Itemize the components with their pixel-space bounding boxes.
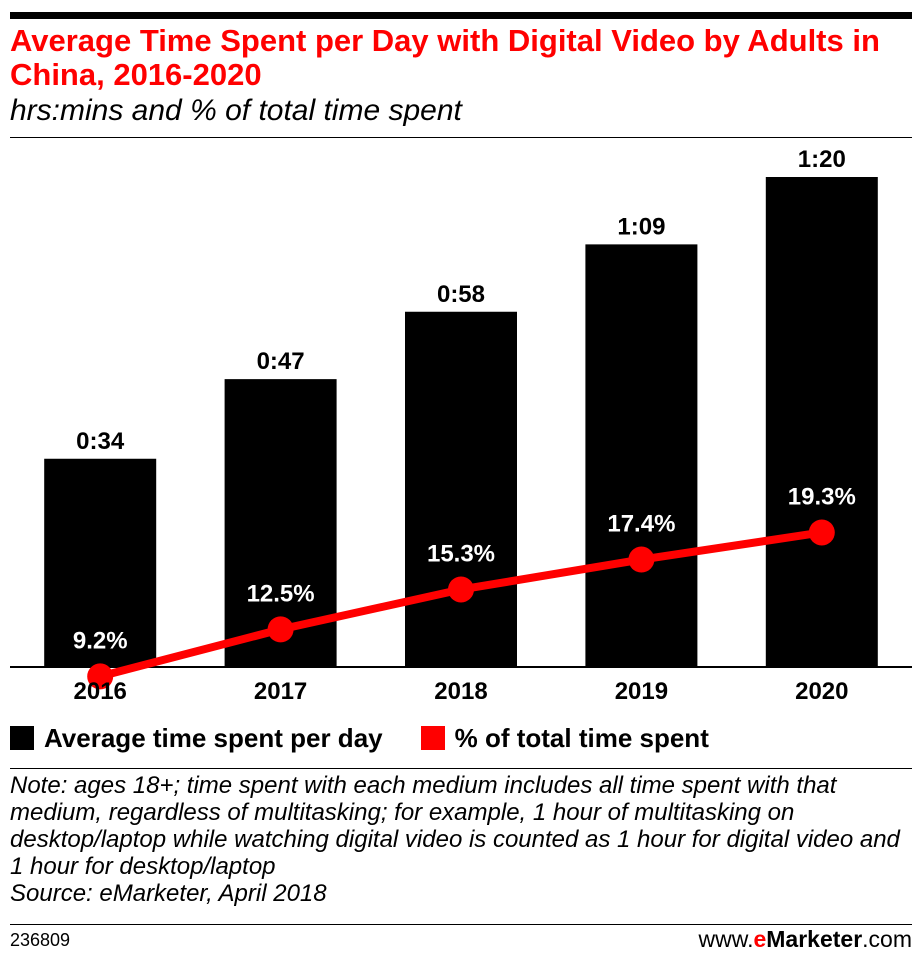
- bar-2020: [765, 177, 878, 667]
- brand-name: Marketer: [766, 926, 863, 952]
- brand-e: e: [753, 926, 767, 952]
- bar-value-label-2019: 1:09: [617, 213, 665, 240]
- source-text: Source: eMarketer, April 2018: [10, 880, 327, 907]
- legend-swatch-time: [10, 726, 34, 750]
- brand-prefix: www.: [698, 926, 754, 952]
- percent-label-2016: 9.2%: [73, 627, 128, 654]
- brand-logo: www.eMarketer.com: [699, 926, 912, 953]
- bar-value-label-2020: 1:20: [798, 146, 846, 173]
- bar-value-label-2018: 0:58: [437, 281, 485, 308]
- chart-plot: 0:34 0:47 0:58 1:09 1:20 9.2% 12.5% 15.3% 17.4% 1…: [10, 146, 912, 705]
- percent-label-2020: 19.3%: [788, 483, 856, 510]
- footer-divider: [10, 924, 912, 925]
- bar-value-label-2017: 0:47: [257, 348, 305, 375]
- percent-point-2017: [267, 616, 294, 643]
- percent-point-2020: [808, 519, 835, 546]
- top-rule: [10, 12, 912, 19]
- legend-label-percent: % of total time spent: [454, 722, 709, 753]
- header-divider: [10, 137, 912, 138]
- percent-label-2018: 15.3%: [427, 540, 495, 567]
- x-tick-label-2017: 2017: [254, 678, 307, 705]
- percent-label-2017: 12.5%: [247, 580, 315, 607]
- brand-suffix: .com: [862, 926, 912, 952]
- x-tick-label-2016: 2016: [74, 678, 127, 705]
- bar-2018: [405, 311, 517, 667]
- legend: Average time spent per day % of total ti…: [10, 720, 747, 756]
- percent-point-2019: [628, 546, 655, 573]
- legend-item-percent: % of total time spent: [420, 722, 709, 754]
- percent-point-2016: [87, 663, 114, 690]
- x-tick-label-2019: 2019: [615, 678, 668, 705]
- x-tick-label-2020: 2020: [795, 678, 848, 705]
- percent-point-2018: [448, 576, 474, 603]
- percent-label-2019: 17.4%: [607, 511, 675, 538]
- note-text: Note: ages 18+; time spent with each med…: [10, 772, 900, 880]
- chart-subtitle: hrs:mins and % of total time spent: [10, 94, 462, 127]
- chart-title: Average Time Spent per Day with Digital …: [10, 23, 880, 92]
- x-tick-label-2018: 2018: [434, 678, 487, 705]
- legend-item-time: Average time spent per day: [10, 723, 383, 754]
- note-divider: [10, 768, 912, 769]
- bar-value-label-2016: 0:34: [76, 428, 125, 455]
- note-block: Note: ages 18+; time spent with each med…: [10, 772, 915, 907]
- bar-2019: [585, 244, 698, 667]
- legend-label-time: Average time spent per day: [44, 722, 383, 753]
- chart-id: 236809: [10, 930, 71, 950]
- bar-2016: [44, 458, 157, 667]
- legend-swatch-percent: [420, 726, 445, 750]
